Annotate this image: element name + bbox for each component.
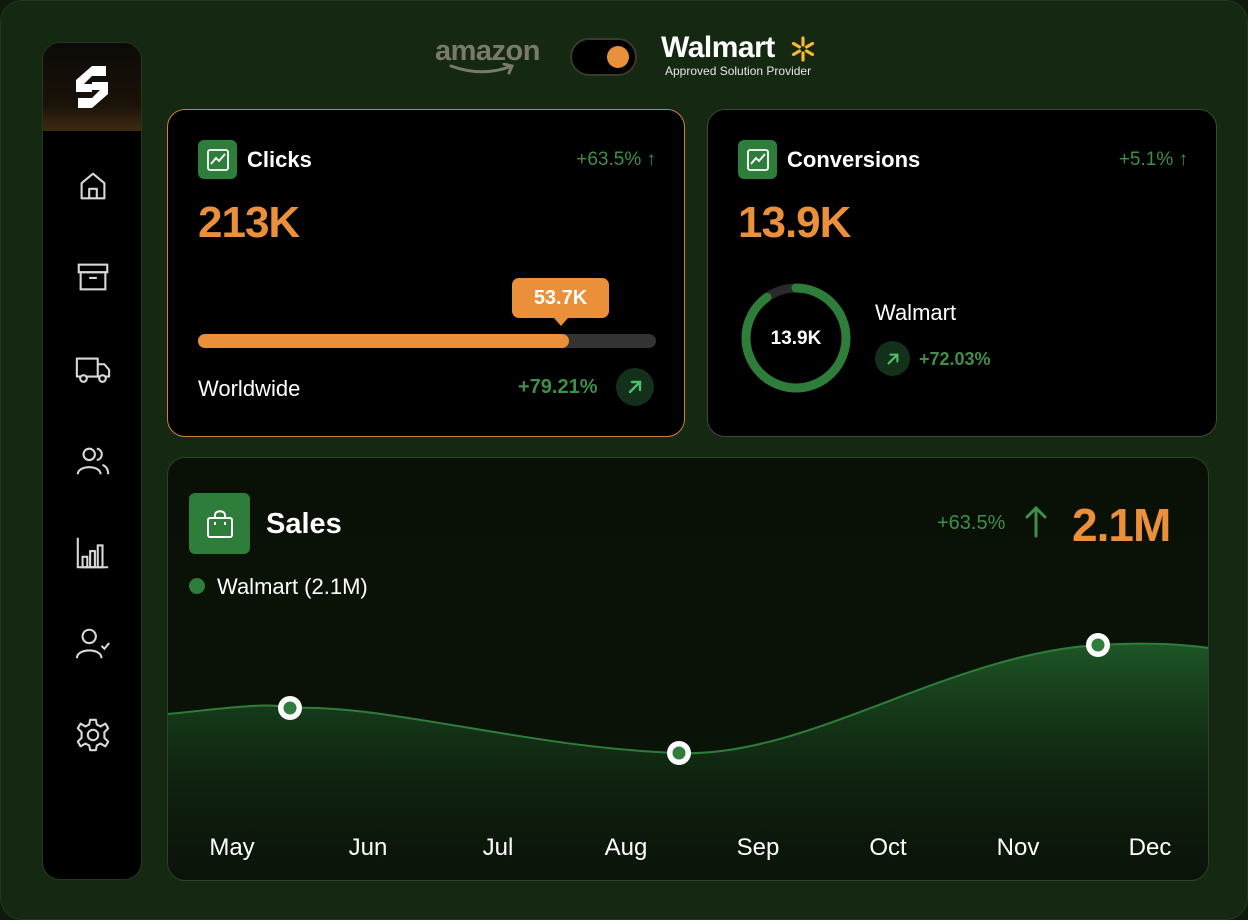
sidebar-item-archive[interactable] [43, 247, 141, 307]
sidebar-item-shipping[interactable] [43, 339, 141, 399]
conversions-card: Conversions +5.1% ↑ 13.9K 13.9K Walmart … [707, 109, 1217, 437]
toggle-knob [607, 46, 629, 68]
progress-tooltip-value: 53.7K [533, 286, 588, 309]
user-check-icon [75, 628, 110, 659]
region-trend-button[interactable] [616, 368, 654, 406]
bar-chart-icon [76, 537, 109, 569]
app-logo-icon [76, 66, 108, 108]
arrow-up-right-icon [628, 380, 642, 394]
truck-icon [75, 357, 111, 383]
month-label: Jul [482, 834, 514, 861]
clicks-progress-bar [198, 334, 656, 348]
conversions-value: 13.9K [738, 198, 851, 247]
sales-area-fill [168, 643, 1208, 880]
clicks-progress-fill [198, 334, 569, 348]
walmart-spark-icon [791, 36, 815, 62]
users-icon [76, 447, 110, 475]
conversions-title: Conversions [787, 147, 921, 172]
clicks-card: Clicks +63.5% ↑ 213K 53.7K Worldwide +79… [167, 109, 685, 437]
progress-tooltip: 53.7K [512, 278, 609, 326]
month-label: Nov [996, 834, 1040, 861]
conversions-donut [741, 283, 851, 393]
amazon-smile-icon [449, 63, 515, 75]
month-label: Oct [869, 834, 907, 861]
sales-legend: Walmart (2.1M) [217, 574, 368, 599]
shopping-bag-icon [189, 493, 250, 554]
sales-delta: +63.5% [937, 512, 1006, 534]
sidebar-item-home[interactable] [43, 156, 141, 216]
month-label: Jun [348, 834, 388, 861]
amazon-logo-text: amazon [435, 35, 540, 67]
sidebar-item-analytics[interactable] [43, 523, 141, 583]
home-icon [80, 172, 106, 200]
sales-point[interactable] [1086, 633, 1110, 657]
archive-icon [77, 263, 109, 291]
arrow-up-icon [1025, 505, 1047, 538]
region-delta: +79.21% [518, 376, 598, 398]
store-trend-button[interactable] [875, 341, 910, 376]
arrow-up-right-icon [887, 353, 898, 364]
walmart-logo-subtitle: Approved Solution Provider [665, 64, 812, 78]
conversions-delta: +5.1% ↑ [1118, 149, 1188, 170]
conversion-store-delta: +72.03% [919, 349, 991, 369]
sales-area-chart [168, 633, 1208, 880]
sales-title: Sales [266, 508, 342, 540]
clicks-delta: +63.5% ↑ [576, 149, 656, 170]
walmart-logo[interactable]: Walmart Approved Solution Provider [661, 31, 821, 81]
sales-point[interactable] [667, 741, 691, 765]
conversion-store-label: Walmart [875, 300, 957, 325]
sales-card: Sales +63.5% 2.1M Walmart (2.1M) May Jun… [167, 457, 1209, 881]
gear-icon [76, 718, 110, 752]
sidebar-item-approvals[interactable] [43, 614, 141, 674]
donut-center-value: 13.9K [770, 328, 822, 349]
sidebar [42, 42, 142, 880]
clicks-value: 213K [198, 198, 300, 247]
clicks-title: Clicks [247, 147, 312, 172]
sidebar-item-users[interactable] [43, 431, 141, 491]
brand-toggle[interactable] [570, 38, 637, 76]
trend-chart-icon [198, 140, 237, 179]
walmart-logo-text: Walmart [661, 31, 775, 64]
month-label: Sep [736, 834, 780, 861]
sales-point[interactable] [278, 696, 302, 720]
legend-dot [189, 578, 205, 594]
app-logo[interactable] [43, 43, 141, 131]
sidebar-item-settings[interactable] [43, 705, 141, 765]
trend-chart-icon [738, 140, 777, 179]
amazon-logo[interactable]: amazon [435, 33, 547, 77]
month-label: May [209, 834, 255, 861]
month-label: Aug [604, 834, 648, 861]
month-label: Dec [1128, 834, 1172, 861]
sales-total: 2.1M [1072, 499, 1171, 551]
region-label: Worldwide [198, 376, 301, 401]
